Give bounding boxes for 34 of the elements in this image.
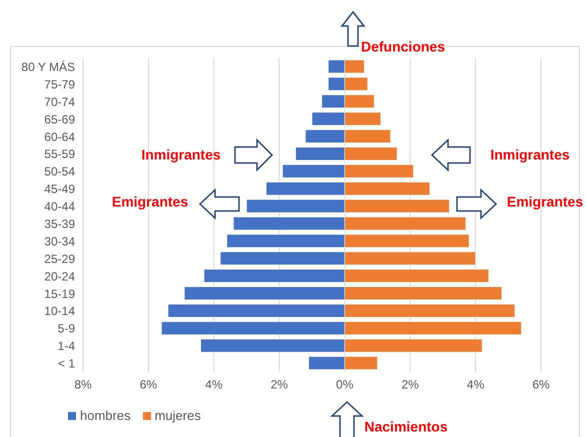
x-tick-label: 6% [140,378,158,392]
y-tick-label: 80 Y MÁS [21,60,75,74]
x-tick-label: 2% [401,378,420,392]
annotation: Inmigrantes [141,146,221,163]
y-tick-label: 60-64 [44,130,76,144]
y-tick-label: < 1 [58,356,76,371]
x-tick-label: 4% [205,378,223,392]
text: Nacimientos [364,418,448,435]
y-tick-label: 75-79 [44,77,76,92]
legend-label: mujeres [154,408,201,423]
text: Defunciones [360,38,446,55]
x-tick-label: 8% [74,378,92,392]
y-tick-label: 25-29 [44,252,76,266]
legend-label: hombres [80,408,131,423]
y-tick-label: 35-39 [44,216,76,231]
y-tick-label: 15-19 [44,286,76,301]
y-tick-label: 65-69 [44,112,76,126]
y-tick-label: 50-54 [44,164,76,179]
y-tick-label: 40-44 [44,200,76,214]
y-tick-label: 1-4 [58,339,76,354]
x-tick-label: 6% [532,378,550,392]
x-tick-label: 4% [466,378,485,392]
y-tick-label: 20-24 [44,269,76,284]
annotation: Inmigrantes [490,146,570,163]
x-tick-label: 2% [270,378,288,392]
y-tick-label: 30-34 [44,234,76,248]
y-tick-label: 10-14 [44,304,76,318]
y-tick-label: 45-49 [44,182,76,196]
annotation: Emigrantes [112,194,188,210]
y-tick-label: 70-74 [44,94,76,109]
x-tick-label: 0% [336,378,354,392]
y-tick-label: 5-9 [58,322,76,336]
y-tick-label: 55-59 [44,147,76,162]
annotation: Emigrantes [506,194,584,210]
